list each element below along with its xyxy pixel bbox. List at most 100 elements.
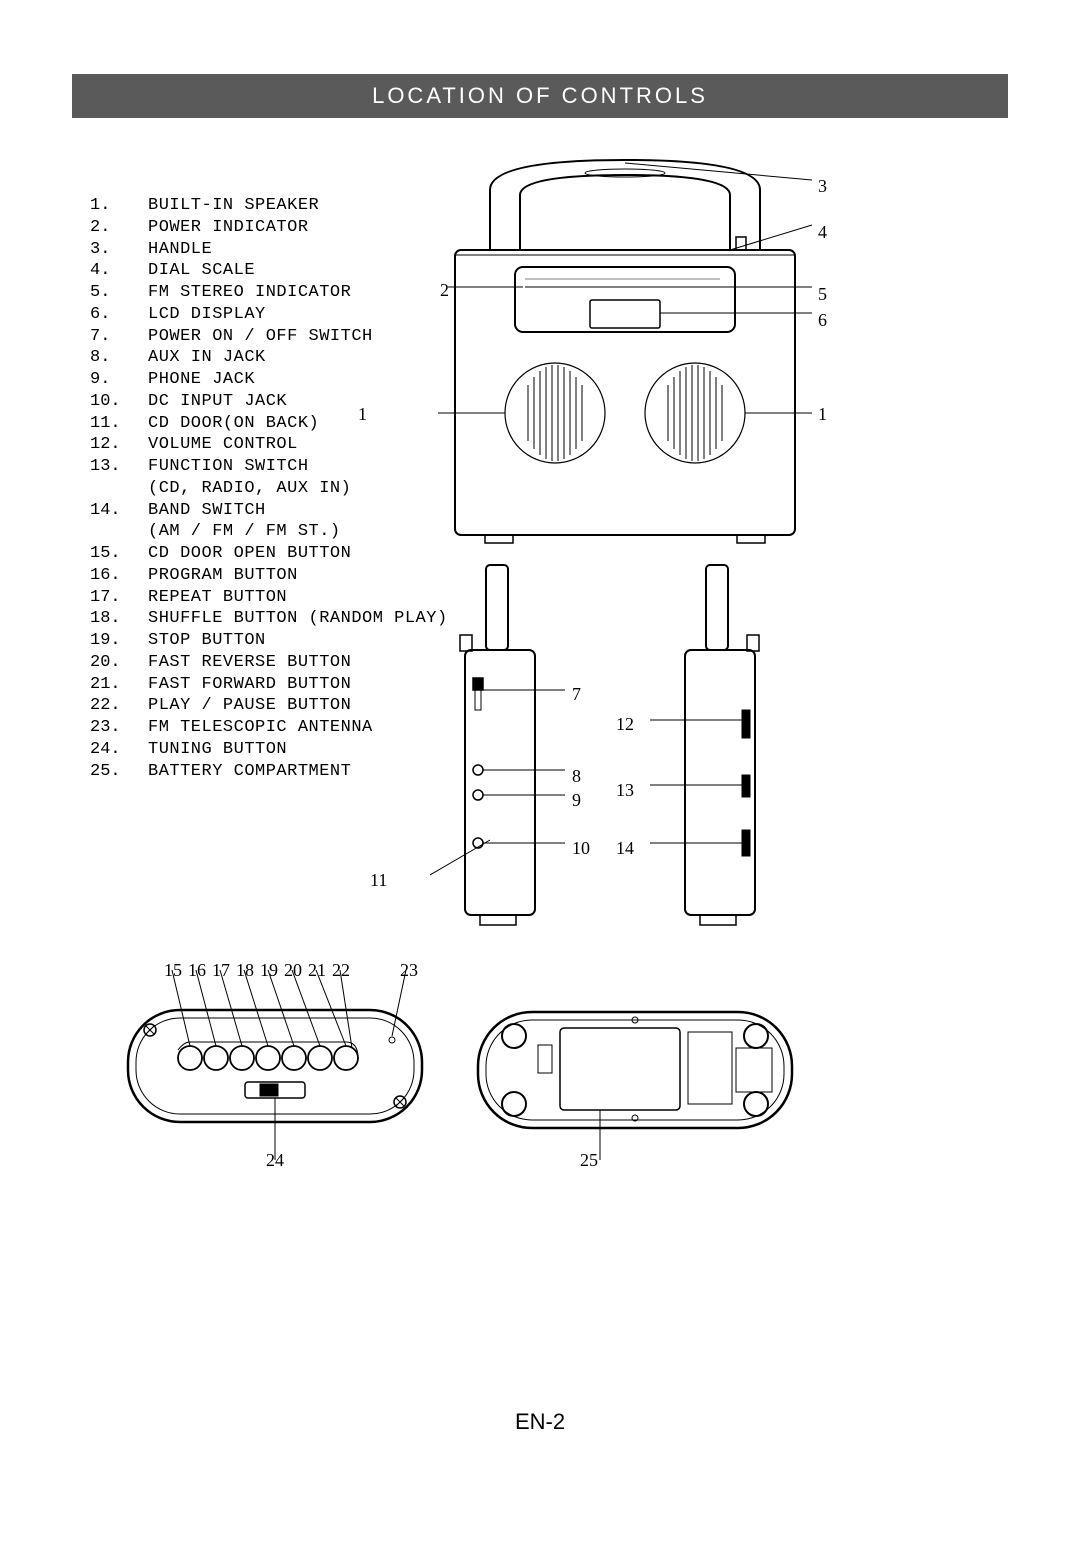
list-item: 2.POWER INDICATOR bbox=[90, 217, 450, 239]
callout-number: 4 bbox=[818, 222, 827, 243]
list-item: 23.FM TELESCOPIC ANTENNA bbox=[90, 717, 450, 739]
list-item: 3.HANDLE bbox=[90, 239, 450, 261]
list-item-label: FAST FORWARD BUTTON bbox=[148, 674, 450, 696]
list-item: 8.AUX IN JACK bbox=[90, 347, 450, 369]
controls-list: 1.BUILT-IN SPEAKER2.POWER INDICATOR3.HAN… bbox=[90, 195, 450, 782]
list-item-sublabel: (AM / FM / FM ST.) bbox=[90, 521, 450, 543]
callout-number: 1 bbox=[358, 404, 367, 425]
list-item-number: 21. bbox=[90, 674, 148, 696]
list-item-number: 23. bbox=[90, 717, 148, 739]
list-item-label: FM TELESCOPIC ANTENNA bbox=[148, 717, 450, 739]
callout-number: 14 bbox=[616, 838, 634, 859]
list-item-sublabel: (CD, RADIO, AUX IN) bbox=[90, 478, 450, 500]
callout-number: 19 bbox=[260, 960, 278, 981]
page-number: EN-2 bbox=[515, 1409, 565, 1434]
list-item-label: PROGRAM BUTTON bbox=[148, 565, 450, 587]
list-item-label: FUNCTION SWITCH bbox=[148, 456, 450, 478]
list-item: 15.CD DOOR OPEN BUTTON bbox=[90, 543, 450, 565]
list-item: 14.BAND SWITCH bbox=[90, 500, 450, 522]
list-item-number: 7. bbox=[90, 326, 148, 348]
callout-number: 21 bbox=[308, 960, 326, 981]
callout-number: 23 bbox=[400, 960, 418, 981]
list-item-number: 13. bbox=[90, 456, 148, 478]
list-item: 24.TUNING BUTTON bbox=[90, 739, 450, 761]
callout-number: 11 bbox=[370, 870, 387, 891]
callout-number: 20 bbox=[284, 960, 302, 981]
callout-number: 16 bbox=[188, 960, 206, 981]
list-item: 22.PLAY / PAUSE BUTTON bbox=[90, 695, 450, 717]
list-item: 21.FAST FORWARD BUTTON bbox=[90, 674, 450, 696]
callout-number: 13 bbox=[616, 780, 634, 801]
bottom-view-diagram bbox=[470, 1000, 800, 1170]
list-item-label: LCD DISPLAY bbox=[148, 304, 450, 326]
section-title: LOCATION OF CONTROLS bbox=[372, 83, 708, 108]
list-item: 12.VOLUME CONTROL bbox=[90, 434, 450, 456]
list-item: 16.PROGRAM BUTTON bbox=[90, 565, 450, 587]
list-item-number: 12. bbox=[90, 434, 148, 456]
list-item-number: 18. bbox=[90, 608, 148, 630]
list-item-number: 5. bbox=[90, 282, 148, 304]
list-item-label: PLAY / PAUSE BUTTON bbox=[148, 695, 450, 717]
list-item: 20.FAST REVERSE BUTTON bbox=[90, 652, 450, 674]
front-view-diagram bbox=[430, 155, 820, 550]
list-item: 1.BUILT-IN SPEAKER bbox=[90, 195, 450, 217]
list-item-label: REPEAT BUTTON bbox=[148, 587, 450, 609]
list-item-label: BAND SWITCH bbox=[148, 500, 450, 522]
callout-number: 8 bbox=[572, 766, 581, 787]
list-item: 9.PHONE JACK bbox=[90, 369, 450, 391]
section-header: LOCATION OF CONTROLS bbox=[72, 74, 1008, 118]
list-item: 17.REPEAT BUTTON bbox=[90, 587, 450, 609]
list-item-label: CD DOOR OPEN BUTTON bbox=[148, 543, 450, 565]
list-item-number: 2. bbox=[90, 217, 148, 239]
list-item-label: BUILT-IN SPEAKER bbox=[148, 195, 450, 217]
callout-number: 3 bbox=[818, 176, 827, 197]
list-item-label: POWER INDICATOR bbox=[148, 217, 450, 239]
list-item-label: FM STEREO INDICATOR bbox=[148, 282, 450, 304]
callout-number: 5 bbox=[818, 284, 827, 305]
list-item: 6.LCD DISPLAY bbox=[90, 304, 450, 326]
callout-number: 22 bbox=[332, 960, 350, 981]
list-item-number: 15. bbox=[90, 543, 148, 565]
list-item: 5.FM STEREO INDICATOR bbox=[90, 282, 450, 304]
list-item: 13.FUNCTION SWITCH bbox=[90, 456, 450, 478]
list-item-label: AUX IN JACK bbox=[148, 347, 450, 369]
list-item-number: 14. bbox=[90, 500, 148, 522]
list-item: 19.STOP BUTTON bbox=[90, 630, 450, 652]
list-item-number: 20. bbox=[90, 652, 148, 674]
list-item-label: HANDLE bbox=[148, 239, 450, 261]
list-item-number: 17. bbox=[90, 587, 148, 609]
list-item-number: 8. bbox=[90, 347, 148, 369]
side-left-diagram bbox=[430, 560, 565, 935]
list-item-label: STOP BUTTON bbox=[148, 630, 450, 652]
callout-number: 15 bbox=[164, 960, 182, 981]
list-item-label: TUNING BUTTON bbox=[148, 739, 450, 761]
callout-number: 25 bbox=[580, 1150, 598, 1171]
list-item-number: 22. bbox=[90, 695, 148, 717]
top-view-diagram bbox=[120, 970, 430, 1170]
callout-number: 24 bbox=[266, 1150, 284, 1171]
callout-number: 12 bbox=[616, 714, 634, 735]
list-item-number: 10. bbox=[90, 391, 148, 413]
callout-number: 17 bbox=[212, 960, 230, 981]
list-item-number: 9. bbox=[90, 369, 148, 391]
list-item: 7.POWER ON / OFF SWITCH bbox=[90, 326, 450, 348]
list-item-number: 24. bbox=[90, 739, 148, 761]
list-item-number: 16. bbox=[90, 565, 148, 587]
list-item-label: DC INPUT JACK bbox=[148, 391, 450, 413]
callout-number: 10 bbox=[572, 838, 590, 859]
list-item-label: PHONE JACK bbox=[148, 369, 450, 391]
side-right-diagram bbox=[650, 560, 825, 935]
list-item-label: CD DOOR(ON BACK) bbox=[148, 413, 450, 435]
list-item: 25.BATTERY COMPARTMENT bbox=[90, 761, 450, 783]
list-item-label: POWER ON / OFF SWITCH bbox=[148, 326, 450, 348]
callout-number: 1 bbox=[818, 404, 827, 425]
list-item: 11.CD DOOR(ON BACK) bbox=[90, 413, 450, 435]
list-item-number: 11. bbox=[90, 413, 148, 435]
list-item-label: VOLUME CONTROL bbox=[148, 434, 450, 456]
page-footer: EN-2 bbox=[0, 1409, 1080, 1435]
list-item-label: FAST REVERSE BUTTON bbox=[148, 652, 450, 674]
callout-number: 6 bbox=[818, 310, 827, 331]
list-item-number: 1. bbox=[90, 195, 148, 217]
list-item-number: 3. bbox=[90, 239, 148, 261]
callout-number: 9 bbox=[572, 790, 581, 811]
